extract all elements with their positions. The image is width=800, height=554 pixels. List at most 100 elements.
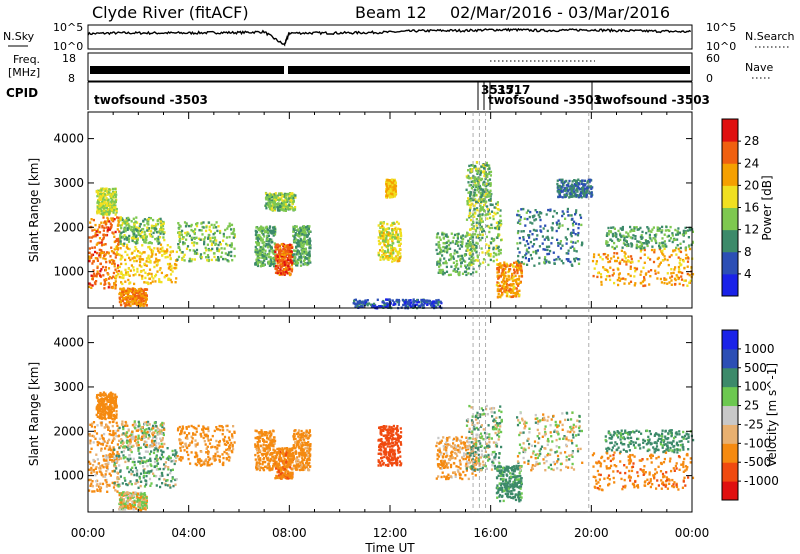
velocity-cell: [117, 429, 120, 432]
power-cell: [364, 302, 367, 305]
power-cell: [125, 271, 128, 274]
power-cell: [301, 252, 304, 255]
power-cell: [93, 281, 97, 284]
power-cell: [497, 268, 500, 272]
velocity-cell: [105, 454, 108, 457]
power-cell: [471, 227, 474, 230]
power-cell: [267, 245, 270, 248]
power-cell: [122, 293, 125, 297]
power-cell: [115, 211, 118, 214]
power-cell: [264, 226, 267, 229]
power-cell: [606, 269, 609, 272]
power-cell: [102, 257, 105, 260]
power-cell: [570, 240, 573, 243]
power-cell: [259, 239, 263, 242]
power-cell: [633, 226, 636, 229]
power-cell: [510, 283, 513, 286]
velocity-cell: [96, 424, 99, 427]
power-cell: [103, 278, 106, 282]
power-cell: [388, 234, 391, 238]
power-cell: [391, 260, 394, 263]
power-cell: [439, 257, 442, 260]
power-cell: [389, 252, 392, 255]
power-cell: [597, 271, 600, 275]
power-cell: [134, 237, 137, 240]
power-cell: [163, 252, 166, 255]
power-cell: [476, 256, 479, 259]
power-cell: [281, 271, 284, 274]
power-cell: [395, 298, 398, 302]
power-cell: [88, 255, 91, 258]
power-cell: [677, 227, 680, 230]
power-cell: [449, 241, 452, 245]
power-cell: [99, 207, 102, 211]
power-cell: [379, 255, 382, 259]
power-cell: [494, 212, 497, 216]
velocity-cell: [95, 484, 98, 487]
power-cell: [90, 236, 94, 239]
power-cell: [622, 242, 625, 245]
power-cell: [281, 255, 284, 259]
power-cell: [489, 170, 493, 174]
power-cell: [473, 180, 476, 184]
velocity-cell: [110, 441, 114, 444]
power-cell: [124, 227, 127, 230]
power-cell: [299, 258, 302, 261]
power-cell: [606, 232, 609, 235]
power-cell: [385, 185, 389, 188]
power-cell: [426, 303, 429, 306]
power-cell: [559, 240, 562, 243]
power-cell: [268, 251, 271, 254]
power-cell: [686, 265, 689, 268]
power-cell: [117, 216, 120, 219]
power-cell: [470, 263, 473, 267]
power-cell: [550, 226, 553, 229]
power-cell: [137, 233, 140, 236]
power-cell: [387, 233, 390, 236]
power-cell: [385, 195, 388, 199]
power-cell: [280, 262, 283, 266]
power-cell: [301, 251, 304, 254]
power-cell: [470, 187, 473, 190]
power-cell: [385, 298, 388, 301]
power-cell: [488, 226, 491, 230]
power-cell: [521, 255, 524, 259]
power-cell: [574, 189, 578, 192]
power-cell: [621, 258, 624, 261]
power-cell: [264, 249, 267, 252]
power-cell: [145, 264, 148, 267]
power-cell: [102, 204, 105, 208]
velocity-cell: [106, 465, 109, 468]
power-cell: [517, 261, 521, 264]
power-cell: [610, 226, 613, 229]
power-cell: [225, 242, 228, 246]
power-cell: [178, 248, 182, 252]
velocity-cell: [94, 467, 97, 470]
power-cell: [141, 244, 144, 247]
power-cell: [474, 176, 477, 179]
power-cell: [679, 242, 682, 245]
power-cell: [208, 228, 211, 231]
power-cell: [485, 235, 488, 239]
power-cell: [503, 290, 506, 293]
power-cell: [674, 266, 677, 269]
power-cell: [386, 179, 389, 182]
power-cell: [88, 236, 91, 239]
power-cell: [98, 226, 101, 229]
power-cell: [169, 273, 173, 276]
power-cell: [680, 275, 683, 278]
power-cell: [266, 196, 269, 200]
velocity-cell: [94, 437, 97, 440]
power-cell: [386, 227, 389, 231]
power-cell: [545, 259, 548, 262]
power-cell: [487, 191, 490, 194]
power-cell: [144, 276, 147, 280]
power-cell: [670, 254, 673, 257]
power-cell: [632, 228, 635, 232]
power-cell: [662, 253, 665, 256]
power-cell: [512, 284, 515, 288]
power-cell: [571, 222, 575, 225]
power-cell: [468, 244, 471, 248]
power-cell: [115, 193, 118, 196]
power-cell: [393, 184, 396, 187]
